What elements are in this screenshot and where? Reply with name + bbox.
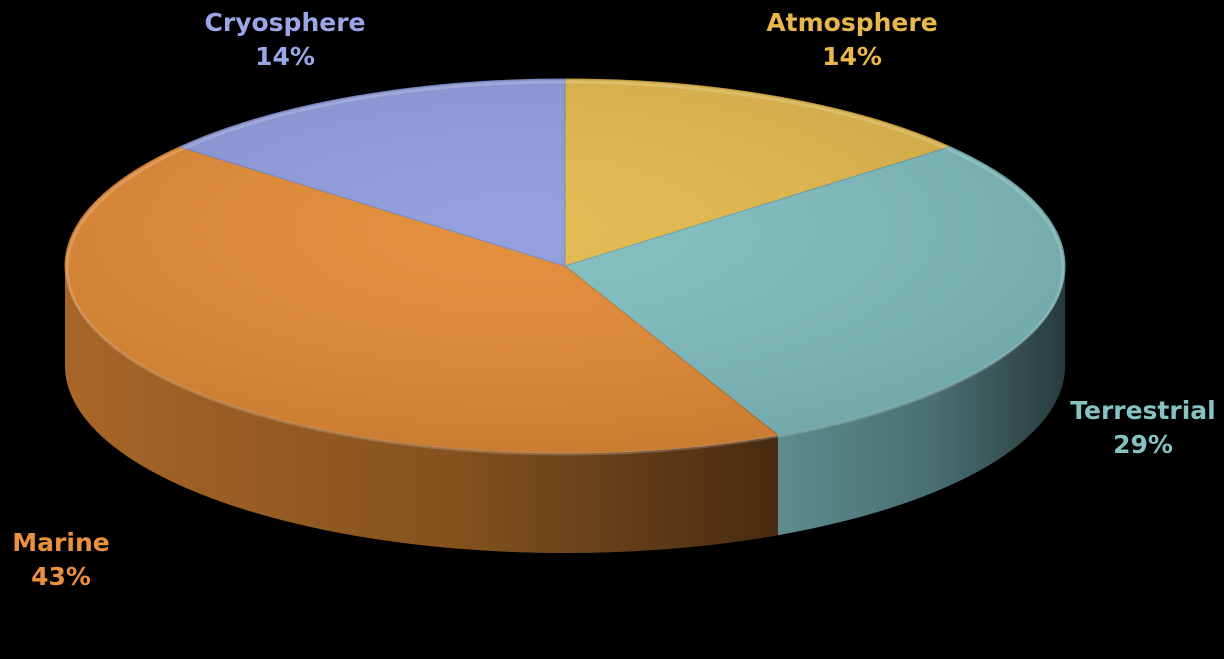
- pie-top-rim: [65, 80, 1065, 456]
- slice-value: 43%: [31, 562, 91, 591]
- slice-name: Atmosphere: [766, 8, 938, 37]
- slice-label-cryosphere: Cryosphere 14%: [185, 6, 385, 74]
- slice-label-atmosphere: Atmosphere 14%: [752, 6, 952, 74]
- slice-value: 29%: [1113, 430, 1173, 459]
- pie-top-sheen: [65, 79, 1065, 453]
- slice-name: Marine: [12, 528, 110, 557]
- pie-side-shade-terrestrial: [777, 266, 1065, 536]
- slice-label-terrestrial: Terrestrial 29%: [1068, 394, 1218, 462]
- slice-value: 14%: [255, 42, 315, 71]
- slice-value: 14%: [822, 42, 882, 71]
- pie-side-shade-marine: [65, 266, 778, 553]
- slice-name: Cryosphere: [204, 8, 366, 37]
- slice-name: Terrestrial: [1070, 396, 1216, 425]
- slice-label-marine: Marine 43%: [0, 526, 122, 594]
